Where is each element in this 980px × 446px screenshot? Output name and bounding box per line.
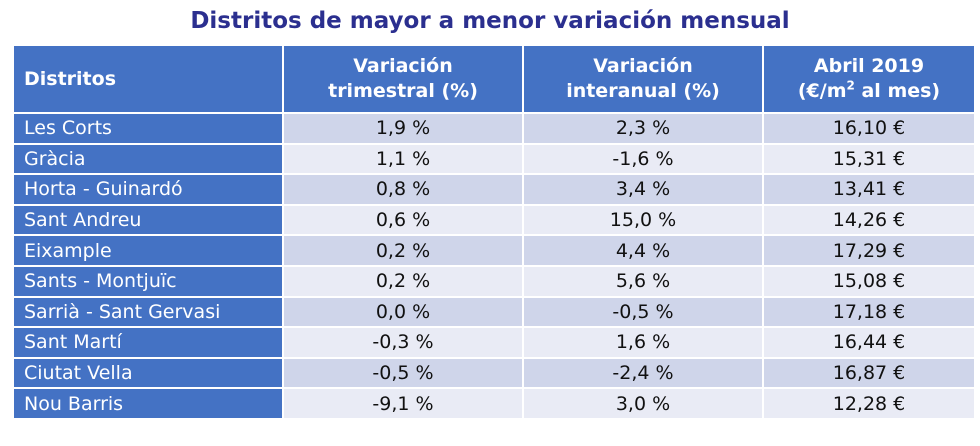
quarterly-variation-cell: -9,1 % bbox=[282, 387, 524, 420]
quarterly-variation-cell: 1,1 % bbox=[282, 142, 524, 176]
yearly-variation-cell: 3,4 % bbox=[522, 173, 764, 206]
table-row: Gràcia 1,1 % -1,6 % 15,31 € bbox=[12, 142, 976, 176]
yearly-variation-cell: 1,6 % bbox=[522, 326, 764, 359]
district-name-cell: Sants - Montjuïc bbox=[12, 264, 284, 298]
header-price-line2-post: al mes) bbox=[854, 80, 941, 102]
price-cell: 15,08 € bbox=[762, 264, 976, 298]
table-row: Nou Barris -9,1 % 3,0 % 12,28 € bbox=[12, 387, 976, 420]
district-name-cell: Eixample bbox=[12, 234, 284, 267]
price-cell: 16,44 € bbox=[762, 326, 976, 359]
district-name-cell: Ciutat Vella bbox=[12, 356, 284, 390]
table-row: Horta - Guinardó 0,8 % 3,4 % 13,41 € bbox=[12, 173, 976, 206]
table-row: Eixample 0,2 % 4,4 % 17,29 € bbox=[12, 234, 976, 267]
yearly-variation-cell: 4,4 % bbox=[522, 234, 764, 267]
table-row: Sant Andreu 0,6 % 15,0 % 14,26 € bbox=[12, 203, 976, 237]
yearly-variation-cell: 15,0 % bbox=[522, 203, 764, 237]
page-title: Distritos de mayor a menor variación men… bbox=[190, 8, 790, 34]
header-quarterly-line1: Variación bbox=[353, 55, 453, 77]
district-name-cell: Gràcia bbox=[12, 142, 284, 176]
header-district: Distritos bbox=[12, 44, 284, 114]
quarterly-variation-cell: 0,2 % bbox=[282, 234, 524, 267]
price-cell: 14,26 € bbox=[762, 203, 976, 237]
quarterly-variation-cell: 0,6 % bbox=[282, 203, 524, 237]
table-row: Sants - Montjuïc 0,2 % 5,6 % 15,08 € bbox=[12, 264, 976, 298]
price-cell: 16,87 € bbox=[762, 356, 976, 390]
district-name-cell: Sarrià - Sant Gervasi bbox=[12, 295, 284, 329]
header-price-line2-pre: (€/m bbox=[797, 80, 847, 102]
price-cell: 17,29 € bbox=[762, 234, 976, 267]
table-header-row: Distritos Variación trimestral (%) Variac… bbox=[12, 44, 976, 114]
price-cell: 16,10 € bbox=[762, 112, 976, 145]
header-price-line2-sup: 2 bbox=[846, 78, 855, 93]
header-quarterly-line2: trimestral (%) bbox=[328, 80, 478, 102]
yearly-variation-cell: -0,5 % bbox=[522, 295, 764, 329]
table-row: Ciutat Vella -0,5 % -2,4 % 16,87 € bbox=[12, 356, 976, 390]
price-cell: 13,41 € bbox=[762, 173, 976, 206]
district-name-cell: Nou Barris bbox=[12, 387, 284, 420]
yearly-variation-cell: -2,4 % bbox=[522, 356, 764, 390]
yearly-variation-cell: 5,6 % bbox=[522, 264, 764, 298]
district-name-cell: Les Corts bbox=[12, 112, 284, 145]
districts-table: Distritos Variación trimestral (%) Variac… bbox=[12, 44, 976, 420]
header-yearly-variation: Variación interanual (%) bbox=[522, 44, 764, 114]
header-quarterly-variation: Variación trimestral (%) bbox=[282, 44, 524, 114]
yearly-variation-cell: 3,0 % bbox=[522, 387, 764, 420]
district-name-cell: Horta - Guinardó bbox=[12, 173, 284, 206]
district-name-cell: Sant Martí bbox=[12, 326, 284, 359]
table-body: Les Corts 1,9 % 2,3 % 16,10 € Gràcia 1,1 % -1,… bbox=[12, 112, 976, 420]
quarterly-variation-cell: 0,8 % bbox=[282, 173, 524, 206]
header-district-label: Distritos bbox=[24, 67, 117, 90]
table-row: Les Corts 1,9 % 2,3 % 16,10 € bbox=[12, 112, 976, 145]
quarterly-variation-cell: 1,9 % bbox=[282, 112, 524, 145]
price-cell: 17,18 € bbox=[762, 295, 976, 329]
quarterly-variation-cell: -0,3 % bbox=[282, 326, 524, 359]
yearly-variation-cell: 2,3 % bbox=[522, 112, 764, 145]
header-yearly-line1: Variación bbox=[593, 55, 693, 77]
table-row: Sant Martí -0,3 % 1,6 % 16,44 € bbox=[12, 326, 976, 359]
header-yearly-line2: interanual (%) bbox=[566, 80, 720, 102]
price-cell: 12,28 € bbox=[762, 387, 976, 420]
header-price-line1: Abril 2019 bbox=[813, 55, 925, 77]
header-price: Abril 2019 (€/m2 al mes) bbox=[762, 44, 976, 114]
table-row: Sarrià - Sant Gervasi 0,0 % -0,5 % 17,18 € bbox=[12, 295, 976, 329]
yearly-variation-cell: -1,6 % bbox=[522, 142, 764, 176]
quarterly-variation-cell: 0,0 % bbox=[282, 295, 524, 329]
quarterly-variation-cell: -0,5 % bbox=[282, 356, 524, 390]
price-cell: 15,31 € bbox=[762, 142, 976, 176]
quarterly-variation-cell: 0,2 % bbox=[282, 264, 524, 298]
district-name-cell: Sant Andreu bbox=[12, 203, 284, 237]
